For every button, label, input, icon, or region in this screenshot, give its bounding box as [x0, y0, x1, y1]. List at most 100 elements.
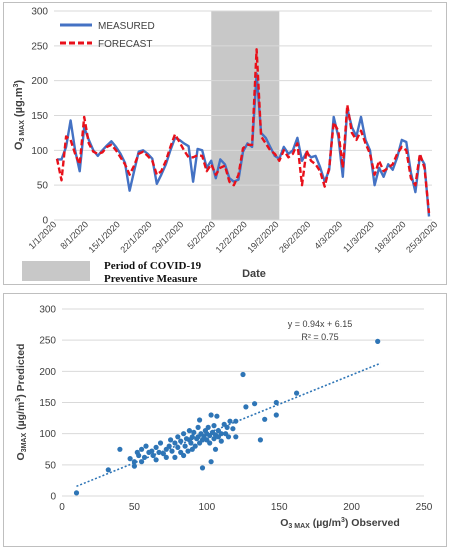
scatter-point [262, 416, 268, 422]
label-part: 3 [15, 398, 22, 402]
y-tick-label: 50 [37, 181, 49, 192]
scatter-point [243, 404, 249, 410]
scatter-point [157, 440, 164, 446]
scatter-point [131, 463, 137, 469]
x-tick-label: 250 [416, 502, 433, 513]
x-tick-label: 15/1/2020 [87, 219, 122, 254]
covid-legend-label-line2: Preventive Measure [104, 273, 197, 285]
label-part: 3 MAX [288, 523, 310, 530]
scatter-point [195, 424, 201, 430]
scatter-point [208, 412, 214, 418]
scatter-point [189, 434, 195, 440]
scatter-point [181, 431, 187, 437]
scatter-point [197, 417, 203, 423]
y-tick-label: 300 [31, 7, 48, 18]
trendline [76, 362, 381, 488]
label-part: 3 [341, 517, 345, 524]
x-tick-label: 12/2/2020 [214, 219, 249, 254]
scatter-point [188, 440, 194, 446]
scatter-point [175, 434, 181, 440]
x-tick-label: 11/3/2020 [341, 219, 376, 254]
scatter-point [168, 437, 174, 443]
label-part: (µg/m [310, 517, 341, 529]
scatter-point [230, 426, 236, 432]
y-tick-label: 250 [39, 336, 56, 347]
scatter-point [294, 390, 300, 396]
scatter-point [182, 443, 188, 449]
y-tick-label: 50 [45, 460, 57, 471]
scatter-point [233, 434, 239, 440]
scatter-point [117, 446, 123, 452]
scatter-point [218, 438, 224, 444]
y-tick-label: 0 [42, 216, 48, 227]
x-tick-label: 8/1/2020 [58, 219, 90, 251]
scatter-point [212, 446, 219, 452]
scatter-point [199, 465, 206, 471]
label-part: (µg/m [15, 402, 27, 433]
label-part: (µg.m [13, 87, 25, 120]
label-part: ) [13, 80, 25, 84]
scatter-point [172, 440, 178, 446]
x-tick-label: 18/3/2020 [372, 219, 407, 254]
scatter-point [375, 338, 381, 344]
scatter-point [185, 448, 191, 454]
scatter-point [214, 413, 220, 419]
scatter-point [273, 412, 279, 418]
scatter-point [208, 459, 214, 465]
series-line-forecast [55, 48, 431, 214]
scatter-point [169, 448, 175, 454]
legend-label-measured: MEASURED [98, 21, 155, 32]
label-part: ) Predicted [15, 344, 27, 398]
label-part: ) Observed [345, 517, 400, 529]
scatter-chart: 0 50 100 150 200 250 300 0 50 100 150 200 250 y = 0.9… [15, 305, 433, 531]
x-tick-label: 4/3/2020 [312, 219, 344, 251]
x-tick-label: 19/2/2020 [245, 219, 280, 254]
x-tick-label: 5/2/2020 [185, 219, 217, 251]
scatter-point [273, 399, 279, 406]
x-tick-label: 29/1/2020 [150, 219, 185, 254]
x-tick-label: 26/2/2020 [277, 219, 312, 254]
label-part: 3 [13, 83, 20, 87]
scatter-point [139, 446, 145, 452]
y-tick-label: 0 [50, 492, 56, 503]
scatter-point [127, 456, 133, 462]
scatter-point [218, 431, 224, 437]
scatter-point [143, 443, 149, 449]
scatter-point [175, 444, 181, 450]
x-tick-label: 50 [129, 502, 141, 513]
y-axis-title: O3 MAX (µg.m3) [13, 80, 26, 151]
scatter-point [192, 443, 198, 449]
covid-legend-swatch [22, 261, 90, 281]
x-axis-title: Date [242, 268, 266, 280]
x-tick-label: 200 [343, 502, 360, 513]
r-squared: R² = 0.75 [301, 332, 338, 342]
covid-legend-label-line1: Period of COVID-19 [104, 260, 202, 272]
x-tick-label: 22/1/2020 [118, 219, 153, 254]
legend-label-forecast: FORECAST [98, 39, 152, 50]
scatter-point [181, 452, 187, 459]
x-tick-label: 25/3/2020 [404, 219, 439, 254]
y-tick-label: 200 [39, 367, 56, 378]
scatter-point [136, 452, 142, 459]
y-tick-label: 200 [31, 76, 48, 87]
scatter-point [153, 457, 159, 463]
scatter-point [207, 440, 213, 446]
scatter-point [257, 437, 263, 443]
scatter-point [149, 448, 155, 454]
scatter-point [205, 424, 211, 430]
line-chart-panel: 0 50 100 150 200 250 300 1/1/2020 8/1/2020 15/1/2… [3, 2, 447, 285]
scatter-point [153, 444, 159, 450]
x-tick-label: 100 [198, 502, 215, 513]
scatter-point [163, 454, 169, 460]
label-part: O [280, 517, 288, 529]
scatter-point [166, 443, 172, 449]
y-tick-label: 300 [39, 305, 56, 316]
scatter-point [186, 428, 192, 434]
scatter-point [73, 490, 80, 496]
scatter-point [225, 434, 232, 440]
scatter-point [105, 467, 111, 473]
y-tick-label: 100 [39, 429, 56, 440]
scatter-point [191, 429, 197, 435]
trendline-equation: y = 0.94x + 6.15 [288, 319, 353, 329]
